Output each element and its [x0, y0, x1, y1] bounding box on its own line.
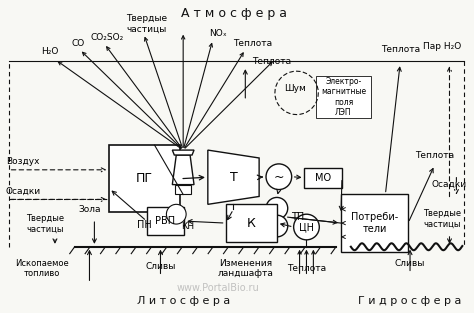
Text: ~: ~: [273, 171, 284, 184]
Text: Теплота: Теплота: [252, 57, 292, 66]
Text: ПН: ПН: [137, 220, 152, 230]
Polygon shape: [173, 155, 194, 185]
Text: Осадки: Осадки: [6, 187, 41, 195]
Text: Сливы: Сливы: [395, 259, 425, 268]
Text: NOₓ: NOₓ: [209, 29, 227, 38]
Bar: [175, 185, 191, 194]
Bar: [109, 145, 180, 212]
Text: Электро-
магнитные
поля
ЛЭП: Электро- магнитные поля ЛЭП: [321, 77, 366, 117]
Text: Теплота: Теплота: [381, 45, 420, 54]
Text: Потреби-
тели: Потреби- тели: [351, 212, 398, 234]
Text: К: К: [247, 217, 255, 229]
Text: МО: МО: [315, 173, 331, 183]
Text: Осадки: Осадки: [432, 180, 467, 189]
Text: Теплота: Теплота: [233, 39, 272, 48]
Text: ПГ: ПГ: [136, 172, 153, 185]
Text: Л и т о с ф е р а: Л и т о с ф е р а: [137, 296, 230, 306]
Text: Изменения
ландшафта: Изменения ландшафта: [218, 259, 273, 278]
Text: Твердые
частицы: Твердые частицы: [424, 209, 462, 229]
Text: Т: Т: [229, 171, 237, 184]
Text: CO: CO: [71, 39, 84, 48]
Bar: [226, 204, 277, 242]
Bar: [341, 194, 408, 252]
Text: Твердые
частицы: Твердые частицы: [126, 14, 167, 33]
Text: Теплота: Теплота: [287, 264, 326, 273]
Text: Зола: Зола: [78, 205, 100, 214]
Text: КН: КН: [182, 222, 195, 231]
Circle shape: [294, 214, 319, 240]
Bar: [304, 168, 342, 187]
Text: CO₂SO₂: CO₂SO₂: [91, 33, 124, 42]
Text: Твердые
частицы: Твердые частицы: [26, 214, 64, 234]
Text: Пар Н₂О: Пар Н₂О: [423, 42, 462, 51]
Circle shape: [266, 215, 288, 237]
Text: Шум: Шум: [284, 85, 306, 94]
Bar: [146, 207, 184, 235]
Text: Теплота: Теплота: [415, 151, 454, 160]
Text: Ископаемое
топливо: Ископаемое топливо: [15, 259, 69, 278]
Bar: [316, 76, 371, 118]
Text: А т м о с ф е р а: А т м о с ф е р а: [182, 8, 287, 20]
Polygon shape: [173, 150, 194, 155]
Circle shape: [266, 198, 288, 219]
Text: Сливы: Сливы: [146, 262, 176, 271]
Circle shape: [266, 164, 292, 190]
Text: ТП: ТП: [291, 212, 304, 222]
Polygon shape: [208, 150, 259, 204]
Text: www.PortalBio.ru: www.PortalBio.ru: [176, 283, 259, 293]
Text: ЦН: ЦН: [299, 222, 314, 232]
Text: Г и д р о с ф е р а: Г и д р о с ф е р а: [358, 296, 462, 306]
Text: Воздух: Воздух: [6, 157, 39, 166]
Text: РВП: РВП: [155, 216, 175, 226]
Circle shape: [166, 204, 186, 224]
Text: H₂O: H₂O: [41, 47, 59, 56]
